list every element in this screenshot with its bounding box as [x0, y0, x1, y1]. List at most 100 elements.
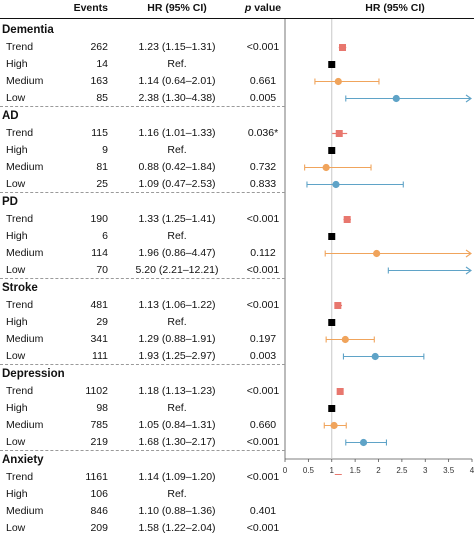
plot-column-header: HR (95% CI) [365, 2, 425, 14]
row-label: Low [6, 178, 26, 190]
table-row: Low 85 2.38 (1.30–4.38) 0.005 [0, 90, 474, 107]
hr-ci-text: 1.05 (0.84–1.31) [138, 419, 216, 431]
row-label: High [6, 316, 28, 328]
p-value: <0.001 [246, 385, 280, 397]
table-row: Trend 115 1.16 (1.01–1.33) 0.036* [0, 125, 474, 142]
table-row: Medium 341 1.29 (0.88–1.91) 0.197 [0, 331, 474, 348]
events-value: 98 [96, 402, 108, 414]
hr-ci-text: Ref. [167, 316, 187, 328]
group-header-row: Dementia [0, 21, 474, 39]
hr-ci-text: 1.58 (1.22–2.04) [138, 522, 216, 534]
p-value: <0.001 [246, 299, 280, 311]
hr-ci-text: 1.10 (0.88–1.36) [138, 505, 216, 517]
p-value: <0.001 [246, 436, 280, 448]
hr-ci-text: 1.23 (1.15–1.31) [138, 41, 216, 53]
events-value: 209 [90, 522, 108, 534]
table-row: Low 219 1.68 (1.30–2.17) <0.001 [0, 434, 474, 451]
events-value: 115 [91, 127, 108, 139]
hr-ci-text: 1.93 (1.25–2.97) [138, 350, 216, 362]
x-tick-label: 4 [470, 466, 474, 475]
row-label: Medium [6, 161, 44, 173]
table-row: Trend 262 1.23 (1.15–1.31) <0.001 [0, 39, 474, 56]
x-tick-label: 2.5 [396, 466, 408, 475]
trend-point-marker [336, 388, 344, 395]
header-rule [0, 18, 474, 19]
reference-point-marker [328, 405, 336, 412]
group-header-row: Stroke [0, 279, 474, 297]
table-row: Low 209 1.58 (1.22–2.04) <0.001 [0, 520, 474, 537]
row-label: Trend [6, 127, 34, 139]
events-value: 25 [96, 178, 108, 190]
table-header-row: Events HR (95% CI) p value HR (95% CI) [0, 0, 474, 17]
table-row: Medium 114 1.96 (0.86–4.47) 0.112 [0, 245, 474, 262]
x-tick-label: 1.5 [350, 466, 362, 475]
p-italic: p [244, 2, 252, 14]
hr-ci-text: Ref. [167, 488, 187, 500]
group-header-row: PD [0, 193, 474, 211]
group-title: Depression [2, 368, 65, 380]
row-label: High [6, 58, 28, 70]
x-tick-label: 1 [330, 466, 335, 475]
events-value: 785 [90, 419, 108, 431]
reference-point-marker [328, 61, 336, 68]
p-value-rest: value [251, 2, 282, 14]
group-separator [0, 450, 285, 451]
events-value: 481 [90, 299, 108, 311]
reference-point-marker [328, 233, 336, 240]
events-value: 70 [96, 264, 108, 276]
table-row: High 14 Ref. [0, 56, 474, 73]
row-label: Trend [6, 299, 34, 311]
events-value: 341 [90, 333, 108, 345]
group-title: Anxiety [2, 454, 44, 466]
p-value: 0.112 [250, 247, 276, 259]
x-tick-label: 3 [423, 466, 428, 475]
row-label: Low [6, 436, 26, 448]
events-value: 6 [102, 230, 108, 242]
p-value: 0.732 [249, 161, 277, 173]
group-separator [0, 106, 285, 107]
events-value: 81 [96, 161, 108, 173]
table-row: Trend 1161 1.14 (1.09–1.20) <0.001 [0, 469, 474, 486]
x-tick-label: 0.5 [303, 466, 315, 475]
p-value: 0.661 [249, 75, 277, 87]
hr-ci-text: 1.29 (0.88–1.91) [138, 333, 216, 345]
table-row: High 98 Ref. [0, 400, 474, 417]
row-label: Low [6, 264, 26, 276]
hr-ci-text: 1.68 (1.30–2.17) [138, 436, 216, 448]
hr-ci-text: Ref. [167, 58, 187, 70]
hr-ci-text: 5.20 (2.21–12.21) [135, 264, 219, 276]
table-row: Low 111 1.93 (1.25–2.97) 0.003 [0, 348, 474, 365]
group-header-row: AD [0, 107, 474, 125]
table-row: Trend 190 1.33 (1.25–1.41) <0.001 [0, 211, 474, 228]
events-value: 846 [90, 505, 108, 517]
table-row: Medium 846 1.10 (0.88–1.36) 0.401 [0, 503, 474, 520]
table-row: Trend 481 1.13 (1.06–1.22) <0.001 [0, 297, 474, 314]
row-label: Low [6, 350, 26, 362]
hr-ci-text: 1.14 (0.64–2.01) [138, 75, 216, 87]
p-value: <0.001 [246, 41, 280, 53]
medium-point-marker [330, 421, 338, 430]
ci-arrow-head [465, 266, 472, 275]
x-tick-label: 2 [376, 466, 381, 475]
events-value: 14 [96, 58, 108, 70]
forest-plot: 0 0.5 1 1.5 2 2.5 3 3.5 4 [283, 19, 474, 475]
row-label: Trend [6, 385, 34, 397]
x-tick-label: 3.5 [443, 466, 455, 475]
row-label: High [6, 402, 28, 414]
p-value: <0.001 [246, 471, 280, 483]
hr-ci-text: 1.96 (0.86–4.47) [138, 247, 216, 259]
p-value-column-header: p value [228, 0, 298, 17]
p-value: <0.001 [246, 213, 280, 225]
table-row: High 106 Ref. [0, 486, 474, 503]
hr-ci-text: 1.16 (1.01–1.33) [138, 127, 216, 139]
p-value: <0.001 [246, 264, 280, 276]
row-label: Medium [6, 75, 44, 87]
p-value: 0.003 [249, 350, 277, 362]
low-point-marker [371, 352, 379, 361]
table-row: Trend 1102 1.18 (1.13–1.23) <0.001 [0, 383, 474, 400]
table-row: High 9 Ref. [0, 142, 474, 159]
hr-ci-text: 1.14 (1.09–1.20) [138, 471, 216, 483]
events-value: 29 [96, 316, 108, 328]
trend-point-marker [343, 216, 351, 223]
